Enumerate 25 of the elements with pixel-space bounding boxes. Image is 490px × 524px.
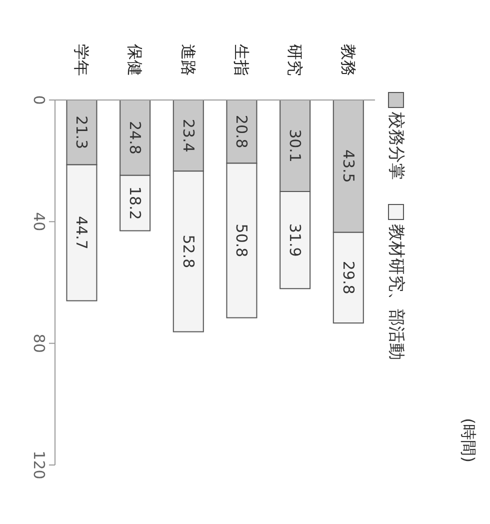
data-label: 24.8	[126, 121, 144, 154]
y-tick-label: 80	[30, 334, 48, 353]
data-label: 31.9	[286, 223, 304, 257]
x-tick-label: 学年	[72, 44, 92, 76]
data-label: 29.8	[339, 260, 358, 294]
data-label: 43.5	[339, 149, 358, 183]
data-label: 18.2	[126, 186, 144, 220]
x-tick-label: 保健	[126, 44, 144, 76]
x-tick-label: 進路	[178, 44, 198, 76]
x-tick-label: 教務	[338, 44, 358, 76]
y-tick-label: 40	[30, 212, 48, 232]
data-label: 52.8	[179, 234, 198, 268]
legend-label: 教材研究、部活動	[385, 224, 407, 360]
text: (時間)	[458, 418, 478, 462]
data-label: 44.7	[72, 216, 91, 250]
legend-label: 校務分掌	[385, 112, 407, 180]
data-label: 50.8	[232, 224, 251, 258]
y-tick-label: 120	[30, 450, 48, 480]
x-tick-label: 研究	[286, 44, 304, 76]
x-tick-label: 生指	[232, 44, 252, 76]
data-label: 21.3	[72, 116, 91, 150]
data-label: 30.1	[286, 129, 304, 162]
data-label: 23.4	[179, 118, 198, 152]
data-label: 20.8	[232, 114, 251, 148]
y-tick-label: 0	[30, 95, 48, 105]
